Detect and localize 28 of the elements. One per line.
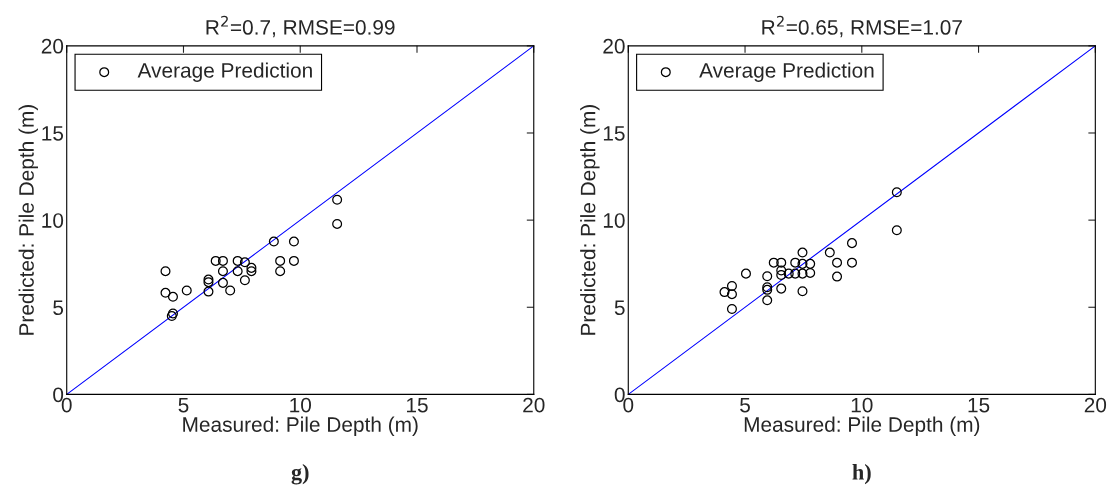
y-tick-label: 0: [53, 387, 64, 403]
chart-title: R$^{2}$=0.7, RMSE=0.99: [206, 15, 395, 38]
y-tick-label: 5: [614, 300, 625, 316]
x-tick-label: 5: [740, 397, 750, 413]
x-tick-label: 10: [290, 397, 312, 413]
x-tick-label: 20: [1084, 397, 1107, 413]
x-tick-label: 5: [178, 397, 189, 413]
text: h): [852, 464, 871, 485]
y-axis-title: Predicted: Pile Depth (m): [18, 105, 38, 335]
chart-title: R$^{2}$=0.65, RMSE=1.07: [762, 15, 962, 38]
y-tick-label: 15: [42, 126, 64, 141]
legend-label: Average Prediction: [137, 62, 312, 82]
y-tick-label: 5: [53, 300, 64, 316]
y-tick-label: 10: [42, 213, 64, 228]
y-tick-label: 20: [603, 38, 625, 54]
x-tick-label: 15: [407, 397, 428, 413]
x-tick-label: 10: [851, 397, 873, 413]
y-tick-label: 15: [603, 126, 625, 141]
y-axis-title: Predicted: Pile Depth (m): [580, 105, 600, 335]
y-tick-label: 10: [603, 213, 625, 228]
x-tick-label: 15: [968, 397, 990, 413]
x-axis-title: Measured: Pile Depth (m): [183, 416, 418, 437]
text: g): [291, 464, 309, 485]
x-tick-label: 20: [523, 397, 545, 413]
y-tick-label: 0: [614, 387, 625, 403]
legend-label: Average Prediction: [699, 62, 874, 82]
x-axis-title: Measured: Pile Depth (m): [744, 416, 980, 437]
y-tick-label: 20: [41, 38, 64, 54]
